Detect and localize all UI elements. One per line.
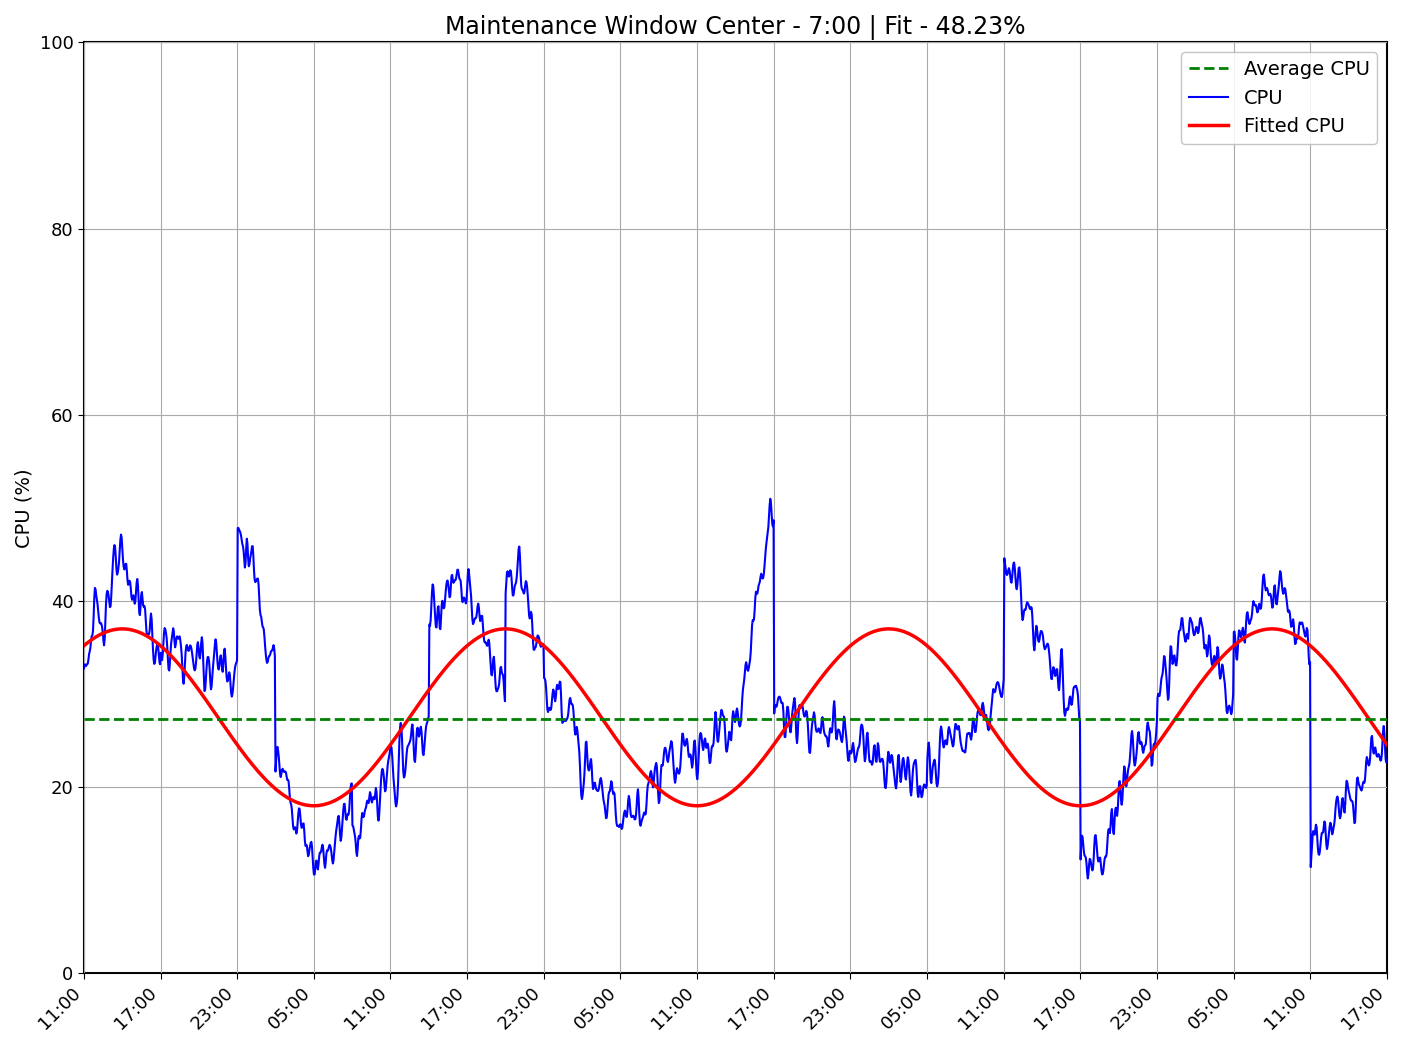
Fitted CPU bbox=[306, 800, 322, 812]
Fitted CPU bbox=[143, 632, 160, 645]
Fitted CPU bbox=[1342, 685, 1359, 698]
Fitted CPU bbox=[114, 623, 130, 635]
CPU bbox=[709, 735, 726, 747]
Fitted CPU bbox=[1378, 739, 1395, 751]
CPU bbox=[1080, 872, 1096, 885]
CPU bbox=[1342, 790, 1359, 803]
Fitted CPU bbox=[711, 794, 728, 807]
Fitted CPU bbox=[1342, 686, 1359, 699]
Average CPU bbox=[88, 713, 105, 725]
CPU bbox=[674, 727, 691, 740]
Fitted CPU bbox=[676, 798, 693, 810]
Line: CPU: CPU bbox=[84, 499, 1387, 878]
Y-axis label: CPU (%): CPU (%) bbox=[15, 468, 34, 548]
Fitted CPU bbox=[1103, 788, 1120, 801]
CPU bbox=[142, 614, 158, 627]
Line: Fitted CPU: Fitted CPU bbox=[84, 629, 1387, 806]
CPU bbox=[1103, 807, 1120, 820]
CPU bbox=[1378, 754, 1395, 766]
Fitted CPU bbox=[76, 639, 93, 652]
CPU bbox=[761, 493, 778, 505]
Title: Maintenance Window Center - 7:00 | Fit - 48.23%: Maintenance Window Center - 7:00 | Fit -… bbox=[446, 15, 1026, 40]
CPU bbox=[1342, 793, 1359, 806]
CPU bbox=[76, 662, 93, 675]
Average CPU bbox=[76, 713, 93, 725]
Legend: Average CPU, CPU, Fitted CPU: Average CPU, CPU, Fitted CPU bbox=[1182, 52, 1377, 144]
